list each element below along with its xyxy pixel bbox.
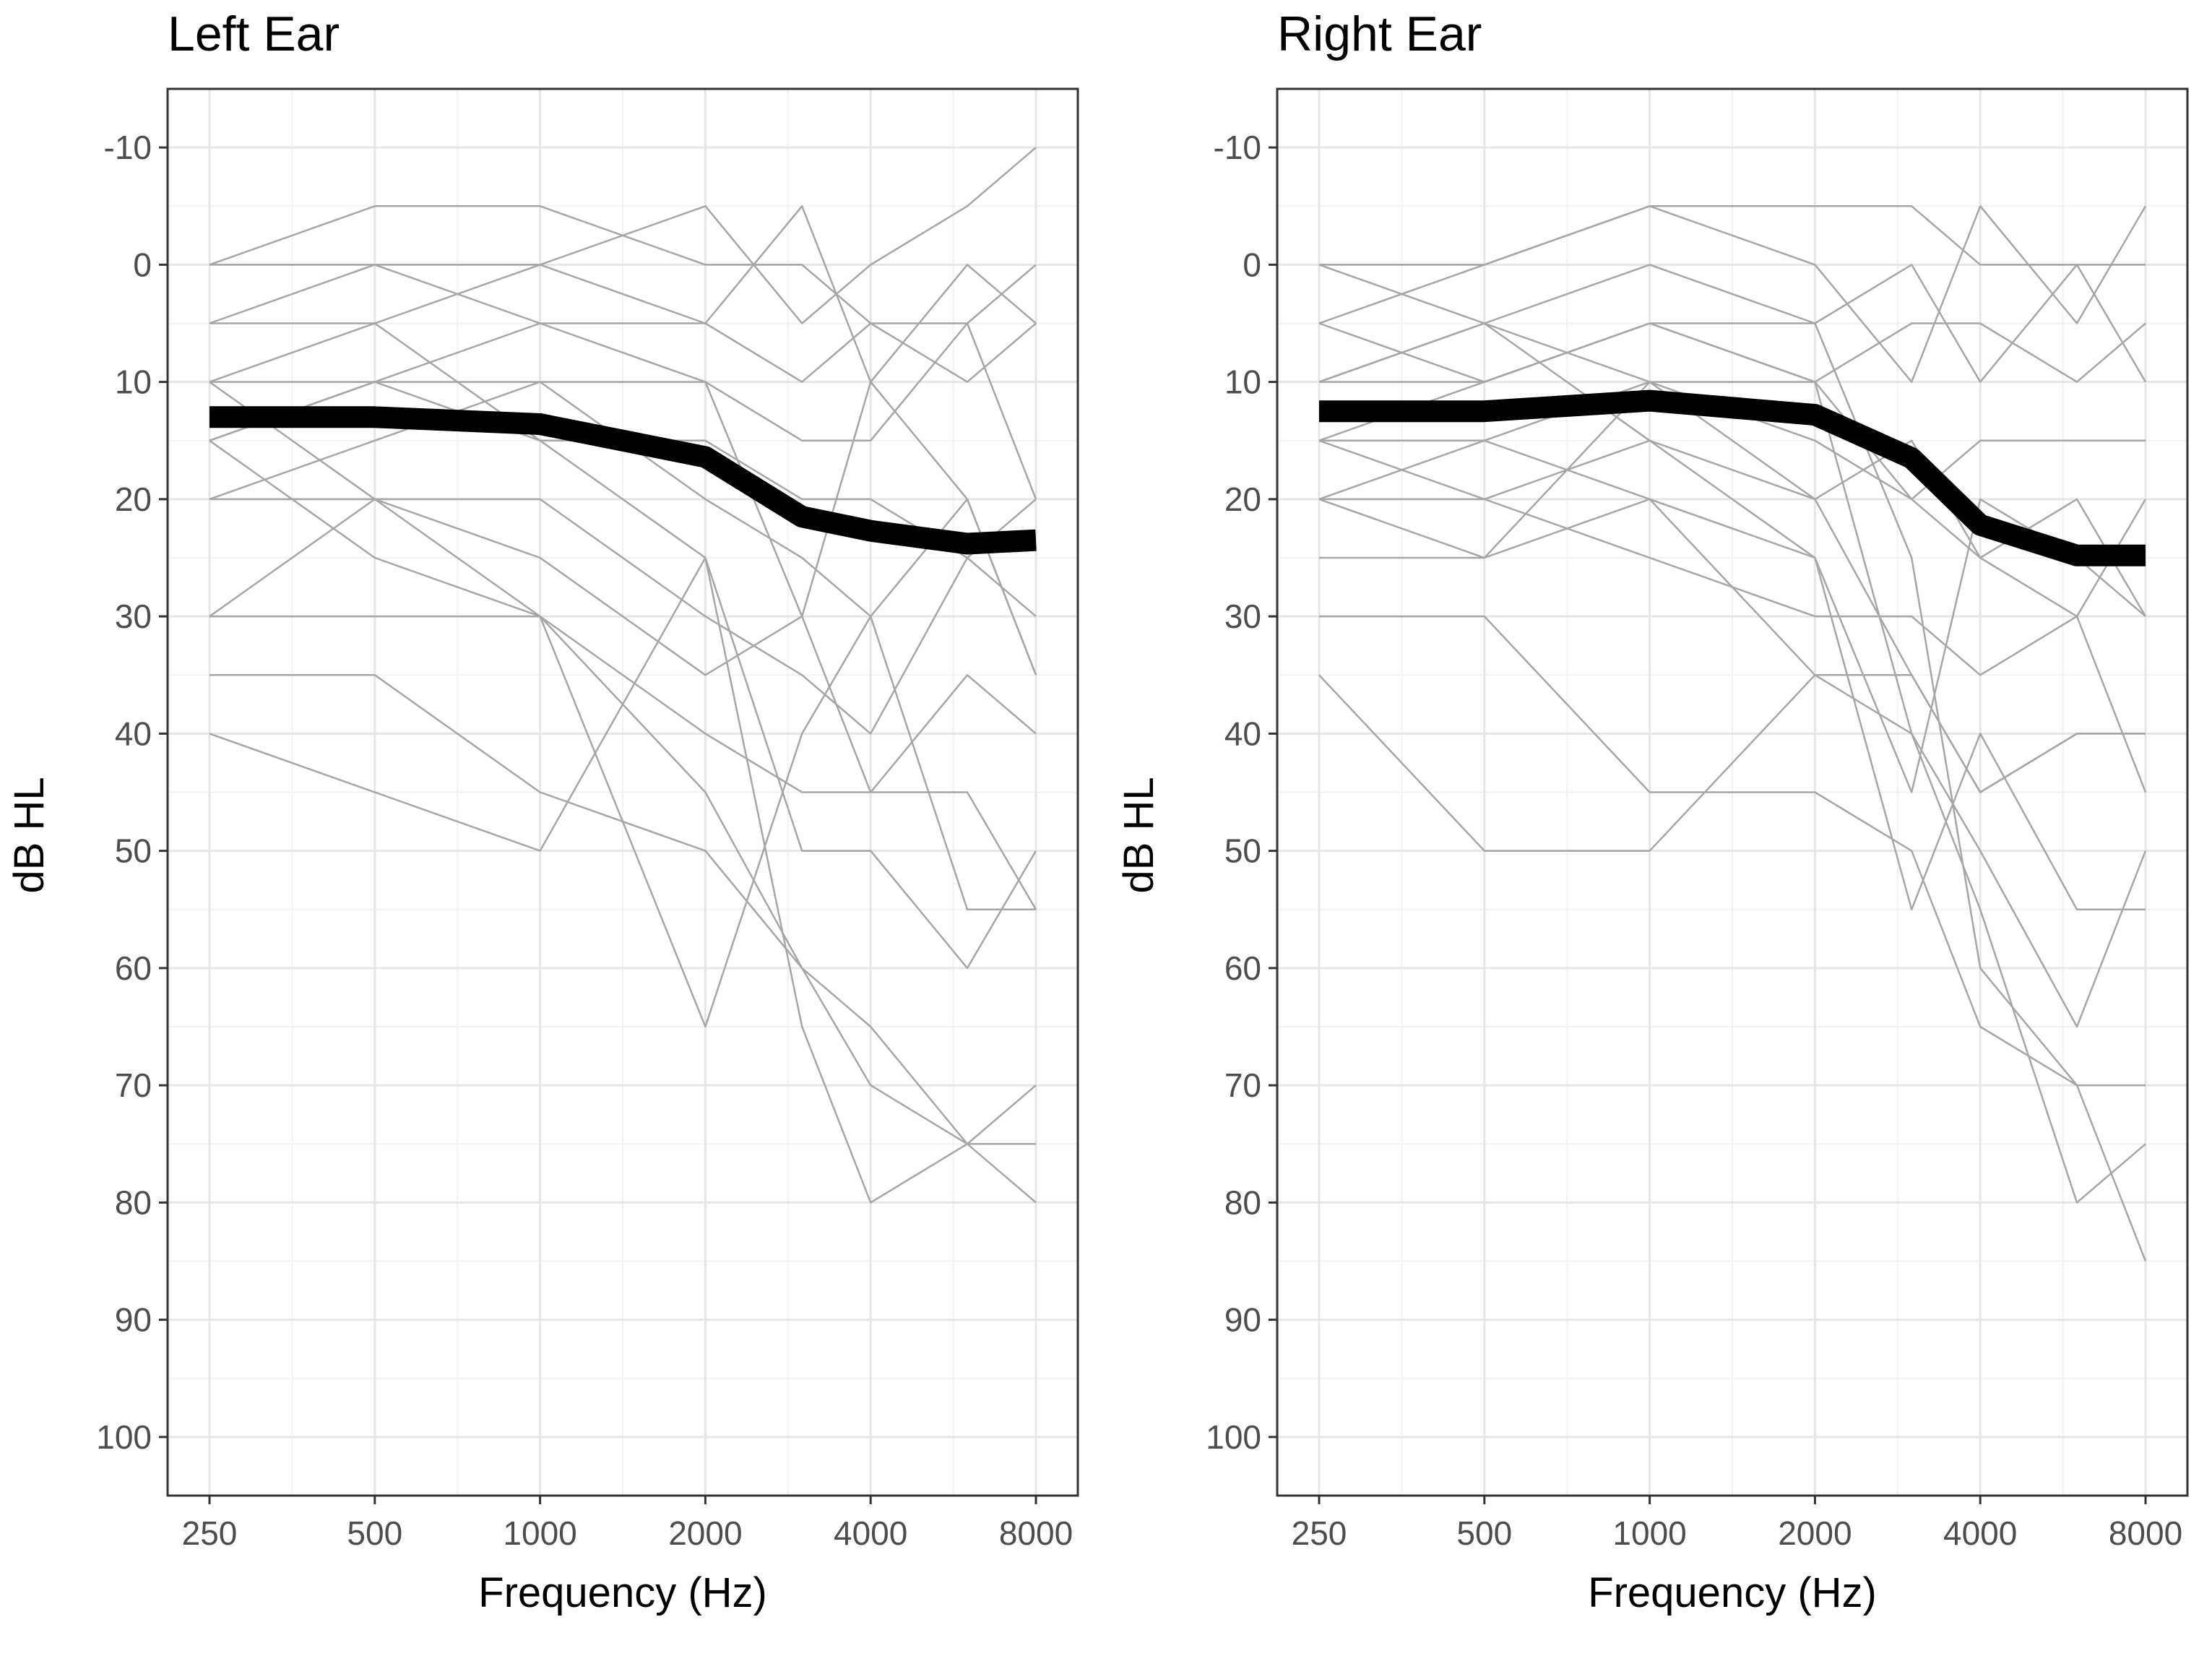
x-tick-label: 250 (182, 1514, 238, 1552)
x-tick-label: 8000 (999, 1514, 1073, 1552)
x-tick-label: 2000 (668, 1514, 742, 1552)
y-tick-label: -10 (1214, 129, 1261, 166)
y-tick-label: 90 (1224, 1301, 1261, 1339)
x-tick-label: 1000 (1612, 1514, 1686, 1552)
y-tick-label: 100 (1206, 1418, 1261, 1456)
left-ear-xlabel: Frequency (Hz) (478, 1569, 767, 1616)
subject-line-s13 (1318, 322, 2146, 911)
mean-line (209, 406, 1037, 555)
right-ear-series (1318, 205, 2147, 1262)
subject-line-s03 (209, 205, 1037, 383)
y-tick-label: 70 (115, 1066, 152, 1104)
y-tick-label: 40 (115, 715, 152, 752)
subject-line-s07 (209, 381, 1037, 676)
y-tick-label: 0 (1243, 246, 1261, 283)
subject-line-s14 (209, 322, 1037, 1204)
y-tick-label: 30 (115, 598, 152, 635)
right-ear-ylabel: dB HL (1115, 777, 1162, 893)
subject-line-s14 (1318, 322, 2147, 1028)
left-ear-series (209, 147, 1037, 1204)
x-tick-label: 4000 (1943, 1514, 2017, 1552)
subject-line-s15 (1318, 381, 2146, 793)
y-tick-label: 100 (96, 1418, 152, 1456)
subject-line-s09 (209, 381, 1037, 910)
subject-line-s10 (209, 498, 1037, 793)
subject-line-s10 (1319, 615, 2146, 1087)
y-tick-label: 50 (115, 832, 152, 870)
left-ear-title: Left Ear (168, 7, 340, 61)
y-tick-label: 70 (1224, 1066, 1261, 1104)
y-tick-label: 80 (1224, 1183, 1261, 1221)
x-tick-label: 500 (347, 1514, 402, 1552)
y-tick-label: 60 (115, 949, 152, 987)
y-tick-label: 20 (115, 480, 152, 518)
right-ear-panel-border (1276, 87, 2189, 1497)
y-tick-label: 10 (115, 363, 152, 401)
left-ear-axes: -10 0 10 20 30 40 50 60 70 80 90 100 250 500 1000 2000 4… (96, 129, 1073, 1552)
right-ear-title: Right Ear (1277, 7, 1482, 61)
left-ear-panel: Left Ear dB HL Frequency (Hz) -10 0 10 20 30… (6, 7, 1079, 1616)
x-tick-label: 500 (1456, 1514, 1512, 1552)
subject-line-s03 (1318, 264, 2147, 383)
x-tick-label: 8000 (2109, 1514, 2182, 1552)
x-tick-label: 2000 (1778, 1514, 1852, 1552)
left-ear-ylabel: dB HL (6, 777, 53, 893)
right-ear-axes: -10 0 10 20 30 40 50 60 70 80 90 100 250 500 1000 2000 4… (1206, 129, 2182, 1552)
y-tick-label: 30 (1224, 598, 1261, 635)
subject-line-s04 (209, 322, 1037, 383)
subject-line-s11 (209, 674, 1037, 1204)
y-tick-label: 10 (1224, 363, 1261, 401)
y-tick-label: 0 (133, 246, 152, 283)
x-tick-label: 4000 (834, 1514, 907, 1552)
y-tick-label: 90 (115, 1301, 152, 1339)
y-tick-label: 40 (1224, 715, 1261, 752)
subject-line-s16 (1318, 264, 2147, 618)
subject-line-s05 (209, 322, 1037, 500)
y-tick-label: 80 (115, 1183, 152, 1221)
y-tick-label: 20 (1224, 480, 1261, 518)
y-tick-label: -10 (104, 129, 152, 166)
subject-line-s15 (209, 439, 1036, 1145)
subject-line-s08 (1319, 498, 2147, 793)
subject-line-s12 (209, 556, 1037, 970)
subject-line-s11 (1318, 674, 2146, 1204)
y-tick-label: 60 (1224, 949, 1261, 987)
x-tick-label: 1000 (503, 1514, 576, 1552)
y-tick-label: 50 (1224, 832, 1261, 870)
mean-line (1319, 389, 2146, 566)
subject-line-s02 (1318, 205, 2147, 383)
right-ear-panel: Right Ear dB HL Frequency (Hz) -10 0 10 20 3… (1115, 7, 2189, 1616)
right-ear-xlabel: Frequency (Hz) (1588, 1569, 1877, 1616)
left-ear-panel-border (166, 87, 1079, 1497)
x-tick-label: 250 (1292, 1514, 1347, 1552)
